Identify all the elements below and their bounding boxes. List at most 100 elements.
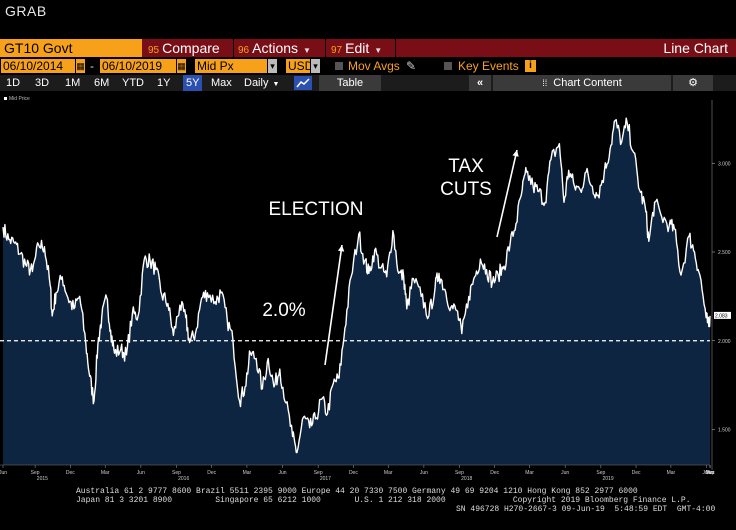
x-tick-label: Sep [172,470,181,476]
x-year-label: 2018 [461,476,472,482]
pencil-icon[interactable]: ✎ [406,59,417,73]
chart-content-button[interactable]: ⁞⁞ Chart Content [493,75,671,91]
series-area [3,118,710,465]
currency-select[interactable]: USD [286,59,314,73]
x-tick-label: Mar [101,470,110,476]
footer-session: SN 496728 H270-2667-3 09-Jun-19 5:48:59 … [456,505,716,514]
last-value-label: 2.083 [715,313,728,319]
election-arrow-head [337,245,345,252]
compare-button[interactable]: 95 Compare [148,39,220,57]
periodicity-select[interactable]: Daily ▼ [244,75,279,91]
caret-down-icon: ▼ [374,46,383,55]
range-button-3d[interactable]: 3D [35,77,50,89]
compare-hotkey: 95 [148,45,160,56]
chart-type-label: Line Chart [663,40,728,56]
x-tick-label: Dec [632,470,641,476]
y-tick-label: 2.500 [718,250,731,256]
calendar-icon[interactable]: ▦ [76,59,85,73]
field-select[interactable]: Mid Px [195,59,267,73]
x-tick-label: Sep [596,470,605,476]
x-tick-label: Sep [31,470,40,476]
ticker-field[interactable]: GT10 Govt [0,39,142,57]
y-tick-label: 1.500 [718,428,731,434]
actions-menu[interactable]: 96 Actions ▼ [238,39,311,57]
line-chart-glyph [296,78,310,88]
x-tick-label: Sep [314,470,323,476]
x-tick-label: Jun [137,470,145,476]
table-button[interactable]: Table [319,75,381,91]
x-tick-label: Jun [279,470,287,476]
range-button-max[interactable]: Max [211,77,232,89]
key-events-label: Key Events [458,59,519,73]
actions-label: Actions [252,40,299,56]
gear-icon[interactable]: ⚙ [673,75,713,91]
x-tick-label: Dec [490,470,499,476]
range-button-1m[interactable]: 1M [65,77,81,89]
toolbar-divider [395,39,396,57]
info-icon[interactable]: i [525,60,536,72]
y-tick-label: 3.000 [718,161,731,167]
x-tick-label: Dec [349,470,358,476]
start-date-input[interactable]: 06/10/2014 [1,59,75,73]
periodicity-label: Daily [244,77,269,89]
x-tick-label: Mar [667,470,676,476]
tax-cuts-arrow-head [512,150,519,157]
range-button-1y[interactable]: 1Y [157,77,171,89]
key-events-checkbox[interactable] [444,62,452,70]
x-tick-label: Dec [66,470,75,476]
y-axis: 3.000 2.500 2.000 1.500 2.083 [711,100,731,470]
dropdown-arrow-icon[interactable]: ▾ [268,59,277,73]
x-year-label: 2015 [37,476,48,482]
mov-avgs-label: Mov Avgs [348,59,400,73]
toolbar [0,39,736,57]
legend-label: Mid Price [9,96,30,102]
toolbar-divider [325,39,326,57]
x-tick-label: Mar [384,470,393,476]
edit-hotkey: 97 [331,45,343,56]
collapse-icon[interactable]: « [469,75,491,91]
x-tick-label: Sep [455,470,464,476]
range-button-ytd[interactable]: YTD [122,77,144,89]
annotation-election: ELECTION [268,199,363,220]
x-axis: Jun Sep Dec Mar Jun Sep Dec Mar Jun Sep Dec Mar Jun S… [0,464,715,482]
annotation-tax-cuts: CUTS [440,179,492,200]
edit-menu[interactable]: 97 Edit ▼ [331,39,382,57]
legend-swatch [4,97,7,100]
x-tick-label: Jun [706,470,714,476]
end-date-input[interactable]: 06/10/2019 [100,59,176,73]
annotation-2pct: 2.0% [262,300,305,321]
line-chart-icon[interactable] [294,76,312,90]
calendar-icon[interactable]: ▦ [177,59,186,73]
x-tick-label: Dec [207,470,216,476]
x-tick-label: Dec [706,470,715,476]
x-year-label: 2019 [602,476,613,482]
compare-label: Compare [162,40,220,56]
caret-down-icon: ▼ [303,46,311,55]
toolbar-divider [233,39,234,57]
x-tick-label: Mar [525,470,534,476]
footer-phones-1: Australia 61 2 9777 8600 Brazil 5511 239… [76,487,638,496]
x-tick-label: Jun [0,470,7,476]
edit-label: Edit [345,40,370,56]
actions-hotkey: 96 [238,45,250,56]
chart-content-label: Chart Content [553,77,622,89]
footer-phones-2: Japan 81 3 3201 8900 Singapore 65 6212 1… [76,496,691,505]
grip-icon: ⁞⁞ [542,78,548,88]
y-tick-label: 2.000 [718,339,731,345]
x-tick-label: Jun [420,470,428,476]
range-button-1d[interactable]: 1D [6,77,21,89]
election-arrow [324,244,343,366]
range-button-6m[interactable]: 6M [94,77,110,89]
x-tick-label: Mar [706,470,715,476]
x-year-label: 2017 [320,476,331,482]
dropdown-arrow-icon[interactable]: ▾ [311,59,320,73]
x-tick-label: Jun [702,470,710,476]
x-tick-label: Jun [561,470,569,476]
last-value-tag [714,311,731,319]
caret-down-icon: ▼ [272,81,280,88]
range-button-5y[interactable]: 5Y [183,75,203,91]
x-tick-label: Sep [706,470,715,476]
mov-avgs-checkbox[interactable] [335,62,343,70]
